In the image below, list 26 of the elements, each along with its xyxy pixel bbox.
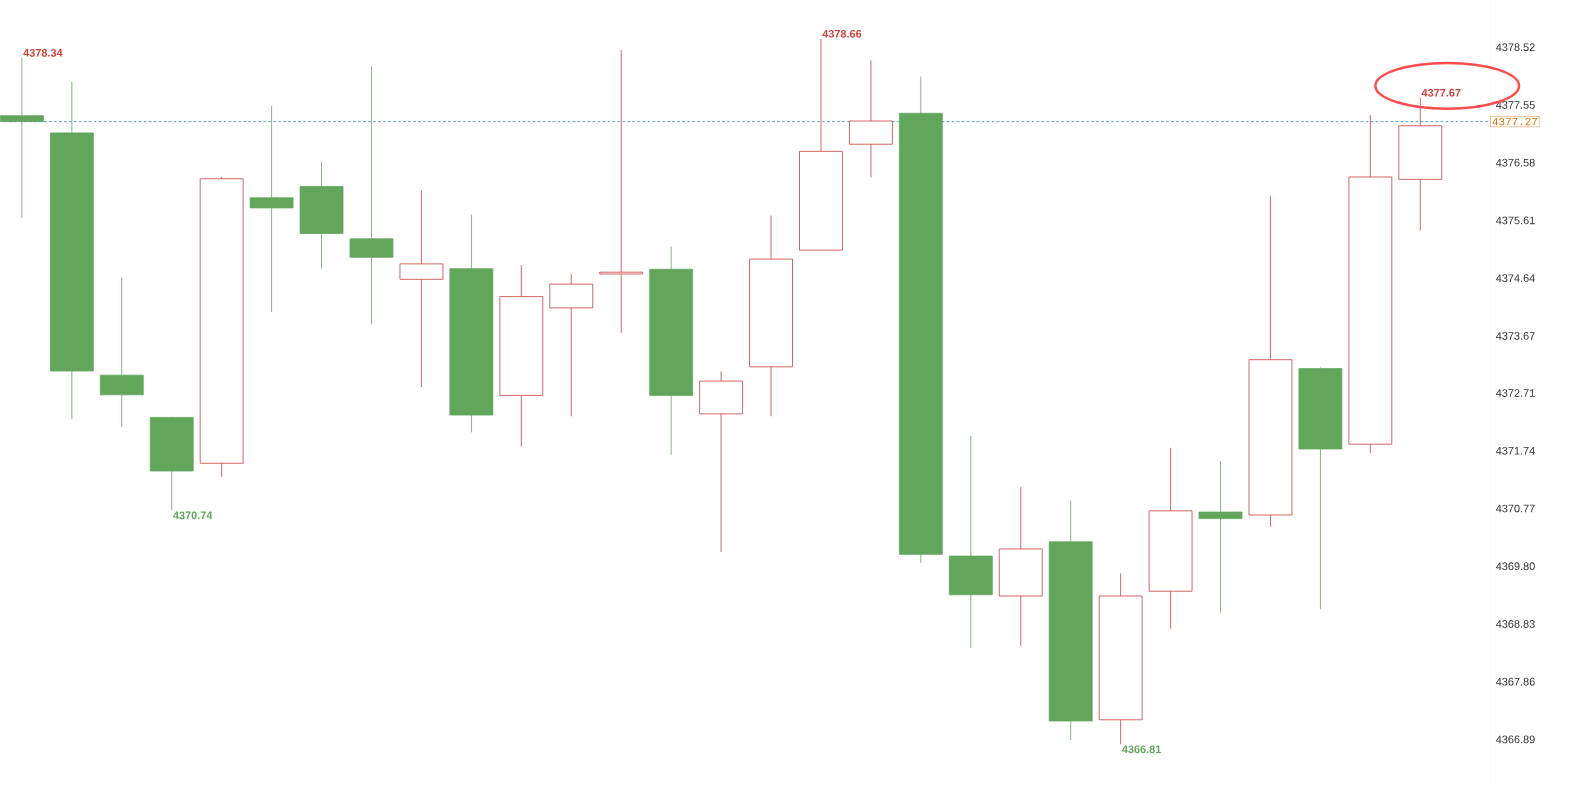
y-tick-label: 4371.74 [1495,446,1535,455]
annotation: 4378.34 [23,48,63,57]
y-tick-label: 4368.83 [1495,620,1535,628]
y-tick-label: 4367.86 [1495,677,1535,686]
annotation: 4366.81 [1122,745,1162,754]
candlestick [349,66,394,325]
candlestick [0,57,44,219]
y-tick-label: 4366.89 [1495,735,1535,744]
annotation: 4377.67 [1421,88,1461,97]
ref-line-label: 4377.27 [1492,117,1537,126]
y-tick-label: 4377.55 [1495,100,1535,109]
y-tick-label: 4373.67 [1495,331,1535,340]
candlestick [1198,460,1243,613]
candlestick [249,105,294,313]
annotation: 4378.66 [822,29,862,38]
candlestick [599,49,644,334]
y-tick-label: 4372.71 [1495,389,1535,397]
y-tick-label: 4374.64 [1495,274,1535,282]
annotation: 4370.74 [173,511,213,520]
y-tick-label: 4378.52 [1495,43,1535,51]
y-tick-label: 4370.77 [1495,504,1535,513]
y-tick-label: 4375.61 [1495,216,1535,225]
candlestick [99,277,144,428]
y-tick-label: 4369.80 [1495,562,1535,570]
y-tick-label: 4376.58 [1495,158,1535,167]
candlestick [399,190,444,388]
